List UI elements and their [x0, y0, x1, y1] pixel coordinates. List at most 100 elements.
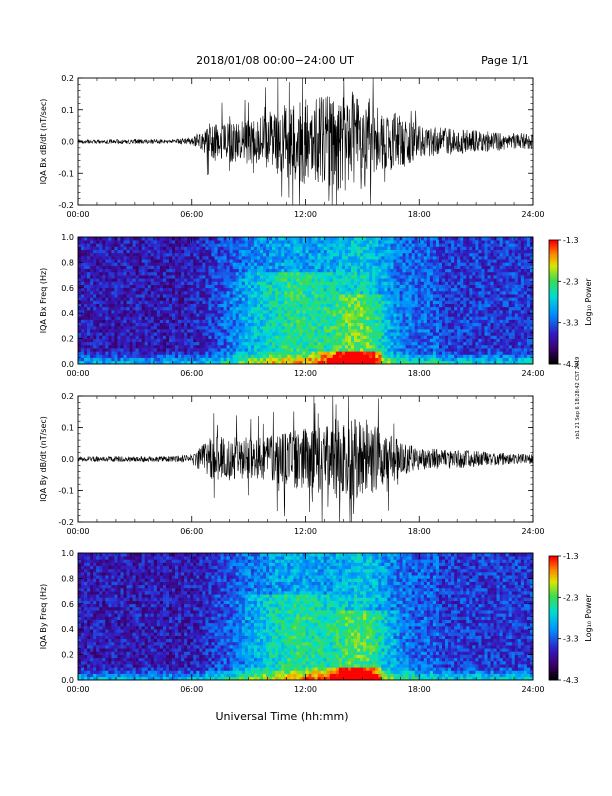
- heatmap-cell: [369, 323, 372, 326]
- heatmap-cell: [442, 285, 445, 288]
- heatmap-cell: [433, 304, 436, 307]
- heatmap-cell: [278, 269, 281, 272]
- heatmap-cell: [130, 259, 133, 262]
- heatmap-cell: [99, 345, 102, 348]
- heatmap-cell: [136, 351, 139, 354]
- heatmap-cell: [275, 358, 278, 361]
- heatmap-cell: [397, 304, 400, 307]
- heatmap-cell: [306, 339, 309, 342]
- heatmap-cell: [236, 304, 239, 307]
- heatmap-cell: [187, 272, 190, 275]
- heatmap-cell: [336, 291, 339, 294]
- heatmap-cell: [369, 237, 372, 240]
- heatmap-cell: [299, 339, 302, 342]
- heatmap-cell: [175, 278, 178, 281]
- heatmap-cell: [199, 281, 202, 284]
- heatmap-cell: [327, 304, 330, 307]
- heatmap-cell: [409, 354, 412, 357]
- heatmap-cell: [163, 316, 166, 319]
- heatmap-cell: [327, 291, 330, 294]
- heatmap-cell: [284, 278, 287, 281]
- heatmap-cell: [114, 288, 117, 291]
- heatmap-cell: [99, 332, 102, 335]
- heatmap-cell: [293, 307, 296, 310]
- heatmap-cell: [242, 278, 245, 281]
- heatmap-cell: [327, 294, 330, 297]
- heatmap-cell: [224, 307, 227, 310]
- heatmap-cell: [415, 250, 418, 253]
- heatmap-cell: [178, 297, 181, 300]
- heatmap-cell: [342, 329, 345, 332]
- heatmap-cell: [412, 272, 415, 275]
- heatmap-cell: [351, 247, 354, 250]
- heatmap-cell: [415, 259, 418, 262]
- heatmap-cell: [239, 358, 242, 361]
- heatmap-cell: [390, 348, 393, 351]
- heatmap-cell: [196, 237, 199, 240]
- heatmap-cell: [224, 281, 227, 284]
- heatmap-cell: [433, 354, 436, 357]
- heatmap-cell: [387, 240, 390, 243]
- heatmap-cell: [427, 294, 430, 297]
- heatmap-cell: [312, 335, 315, 338]
- heatmap-cell: [257, 281, 260, 284]
- heatmap-cell: [306, 256, 309, 259]
- heatmap-cell: [108, 291, 111, 294]
- heatmap-cell: [130, 342, 133, 345]
- heatmap-cell: [81, 272, 84, 275]
- heatmap-cell: [278, 272, 281, 275]
- heatmap-cell: [260, 291, 263, 294]
- heatmap-cell: [239, 291, 242, 294]
- heatmap-cell: [321, 342, 324, 345]
- heatmap-cell: [233, 243, 236, 246]
- heatmap-cell: [369, 250, 372, 253]
- heatmap-cell: [230, 332, 233, 335]
- heatmap-cell: [233, 332, 236, 335]
- heatmap-cell: [193, 288, 196, 291]
- heatmap-cell: [384, 329, 387, 332]
- heatmap-cell: [215, 253, 218, 256]
- heatmap-cell: [430, 323, 433, 326]
- heatmap-cell: [166, 297, 169, 300]
- heatmap-cell: [421, 345, 424, 348]
- heatmap-cell: [172, 253, 175, 256]
- heatmap-cell: [315, 243, 318, 246]
- heatmap-cell: [393, 259, 396, 262]
- heatmap-cell: [90, 339, 93, 342]
- heatmap-cell: [96, 323, 99, 326]
- heatmap-cell: [445, 301, 448, 304]
- heatmap-cell: [369, 339, 372, 342]
- heatmap-cell: [196, 266, 199, 269]
- heatmap-cell: [202, 304, 205, 307]
- heatmap-cell: [187, 259, 190, 262]
- heatmap-cell: [290, 297, 293, 300]
- heatmap-cell: [290, 294, 293, 297]
- heatmap-cell: [263, 326, 266, 329]
- heatmap-cell: [239, 335, 242, 338]
- heatmap-cell: [221, 275, 224, 278]
- heatmap-cell: [324, 243, 327, 246]
- heatmap-cell: [154, 259, 157, 262]
- heatmap-cell: [293, 313, 296, 316]
- heatmap-cell: [266, 297, 269, 300]
- heatmap-cell: [302, 294, 305, 297]
- heatmap-cell: [397, 243, 400, 246]
- heatmap-cell: [400, 259, 403, 262]
- heatmap-cell: [272, 342, 275, 345]
- heatmap-cell: [418, 342, 421, 345]
- heatmap-cell: [257, 240, 260, 243]
- heatmap-cell: [369, 256, 372, 259]
- heatmap-cell: [348, 335, 351, 338]
- heatmap-cell: [221, 247, 224, 250]
- heatmap-cell: [427, 250, 430, 253]
- heatmap-cell: [327, 288, 330, 291]
- heatmap-cell: [239, 329, 242, 332]
- heatmap-cell: [348, 294, 351, 297]
- heatmap-cell: [99, 323, 102, 326]
- heatmap-cell: [221, 307, 224, 310]
- heatmap-cell: [439, 262, 442, 265]
- heatmap-cell: [166, 323, 169, 326]
- heatmap-cell: [133, 275, 136, 278]
- heatmap-cell: [169, 240, 172, 243]
- heatmap-cell: [272, 304, 275, 307]
